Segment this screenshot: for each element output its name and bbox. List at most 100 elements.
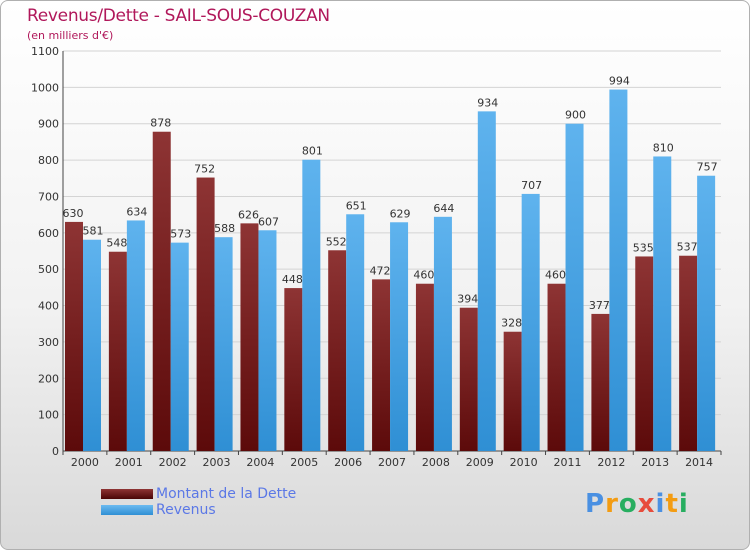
- bar-dette: [196, 177, 215, 451]
- y-tick-label: 1000: [31, 81, 59, 94]
- chart-title: Revenus/Dette - SAIL-SOUS-COUZAN: [27, 6, 330, 26]
- bar-revenus: [83, 239, 101, 451]
- bar-revenus: [214, 237, 233, 451]
- data-label-revenus: 801: [302, 145, 323, 158]
- bar-revenus: [521, 193, 540, 451]
- data-label-revenus: 629: [390, 207, 411, 220]
- data-label-dette: 630: [63, 207, 84, 220]
- bar-revenus: [653, 156, 672, 452]
- logo-letter: r: [605, 489, 619, 519]
- y-tick-label: 600: [38, 227, 59, 240]
- x-tick-label: 2003: [203, 456, 231, 469]
- bar-revenus: [258, 230, 277, 451]
- y-tick-label: 0: [52, 445, 59, 458]
- bar-dette: [591, 313, 610, 451]
- bar-dette: [547, 283, 566, 451]
- data-label-dette: 552: [326, 235, 347, 248]
- data-label-dette: 460: [545, 269, 566, 282]
- bar-dette: [152, 131, 171, 451]
- data-label-dette: 537: [677, 241, 698, 254]
- bar-revenus: [346, 214, 365, 451]
- bar-revenus: [126, 220, 145, 451]
- y-tick-label: 700: [38, 190, 59, 203]
- y-tick-label: 400: [38, 300, 59, 313]
- logo-letter: x: [637, 489, 656, 519]
- data-label-revenus: 607: [258, 215, 279, 228]
- y-tick-label: 100: [38, 409, 59, 422]
- logo-letter: t: [665, 489, 679, 519]
- y-tick-label: 1100: [31, 45, 59, 58]
- bar-revenus: [565, 123, 584, 452]
- data-label-dette: 472: [370, 264, 391, 277]
- x-tick-label: 2001: [115, 456, 143, 469]
- data-label-dette: 328: [501, 317, 522, 330]
- bar-dette: [240, 223, 259, 451]
- legend-label-dette: Montant de la Dette: [156, 486, 297, 502]
- data-label-revenus: 588: [214, 222, 235, 235]
- x-tick-label: 2007: [378, 456, 406, 469]
- y-tick-label: 300: [38, 336, 59, 349]
- bar-dette: [65, 221, 83, 451]
- logo-letter: i: [678, 489, 689, 519]
- x-tick-label: 2005: [290, 456, 318, 469]
- bar-dette: [108, 251, 127, 451]
- data-label-revenus: 810: [653, 141, 674, 154]
- logo-letter: P: [585, 489, 606, 519]
- y-tick-label: 900: [38, 118, 59, 131]
- x-tick-label: 2012: [597, 456, 625, 469]
- data-label-dette: 377: [589, 299, 610, 312]
- x-tick-label: 2010: [510, 456, 538, 469]
- data-label-revenus: 934: [477, 96, 498, 109]
- x-tick-label: 2013: [641, 456, 669, 469]
- data-label-revenus: 581: [83, 225, 104, 238]
- data-label-revenus: 757: [697, 161, 718, 174]
- bar-dette: [503, 331, 522, 451]
- bar-revenus: [390, 222, 409, 451]
- x-tick-label: 2002: [159, 456, 187, 469]
- y-tick-label: 200: [38, 372, 59, 385]
- data-label-dette: 394: [457, 293, 478, 306]
- bar-dette: [679, 255, 698, 451]
- bar-dette: [372, 279, 391, 451]
- x-tick-label: 2014: [685, 456, 713, 469]
- data-label-dette: 878: [150, 117, 171, 130]
- bar-revenus: [170, 242, 189, 451]
- bar-revenus: [477, 111, 496, 451]
- bar-revenus: [609, 89, 628, 451]
- data-label-revenus: 634: [126, 205, 147, 218]
- data-label-revenus: 644: [433, 202, 454, 215]
- proxiti-logo: Proxiti: [585, 489, 689, 519]
- bar-revenus: [302, 159, 321, 451]
- bar-revenus: [697, 175, 716, 451]
- data-label-dette: 752: [194, 163, 215, 176]
- x-tick-label: 2000: [71, 456, 99, 469]
- logo-letter: o: [618, 489, 638, 519]
- y-tick-label: 500: [38, 263, 59, 276]
- data-label-revenus: 900: [565, 109, 586, 122]
- data-label-revenus: 707: [521, 179, 542, 192]
- x-tick-label: 2004: [246, 456, 274, 469]
- bar-dette: [459, 307, 478, 451]
- legend-swatch-revenus: [101, 505, 153, 515]
- logo-letter: i: [655, 489, 666, 519]
- data-label-dette: 535: [633, 241, 654, 254]
- bar-dette: [635, 256, 654, 451]
- chart-subtitle: (en milliers d'€): [27, 29, 114, 42]
- bar-dette: [415, 283, 434, 451]
- data-label-dette: 448: [282, 273, 303, 286]
- bar-revenus: [433, 216, 452, 451]
- data-label-revenus: 573: [170, 228, 191, 241]
- legend-swatch-dette: [101, 489, 153, 499]
- y-tick-label: 800: [38, 154, 59, 167]
- x-tick-label: 2008: [422, 456, 450, 469]
- x-tick-label: 2009: [466, 456, 494, 469]
- data-label-dette: 626: [238, 208, 259, 221]
- legend-label-revenus: Revenus: [156, 502, 216, 518]
- data-label-revenus: 994: [609, 75, 630, 88]
- bar-dette: [328, 250, 347, 451]
- data-label-dette: 548: [106, 237, 127, 250]
- data-label-dette: 460: [413, 269, 434, 282]
- bar-dette: [284, 288, 303, 451]
- x-tick-label: 2011: [553, 456, 581, 469]
